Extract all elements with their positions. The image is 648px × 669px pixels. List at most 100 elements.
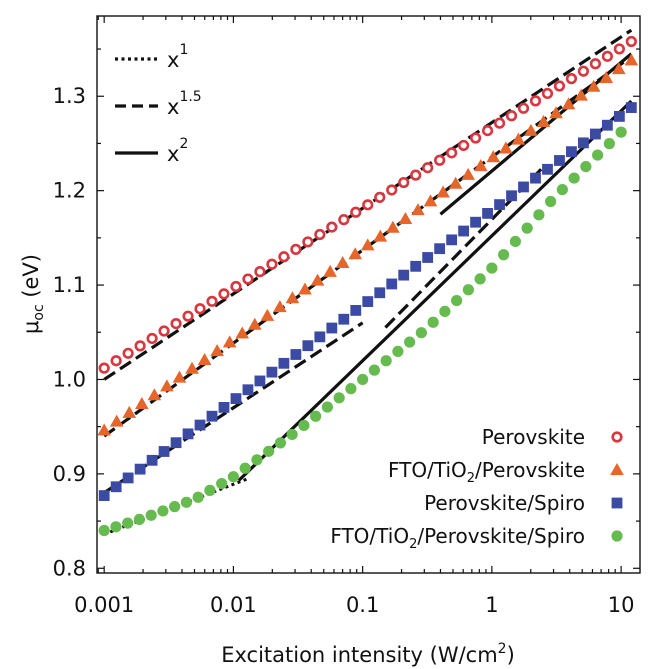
series-1-point <box>210 344 224 357</box>
y-axis-title: μoc (eV) <box>19 254 47 334</box>
series-0-point <box>553 80 566 92</box>
series-3-point <box>216 477 228 490</box>
series-0-point <box>410 169 422 181</box>
series-2-point <box>98 490 110 501</box>
series-3-point <box>263 445 275 457</box>
series-1-point <box>586 79 601 92</box>
series-3-point <box>415 327 427 339</box>
y-tick-label: 1.0 <box>53 367 86 391</box>
series-0-point <box>458 139 470 152</box>
series-2-point <box>410 260 422 272</box>
series-3-point <box>204 484 216 496</box>
chart-frame <box>96 15 641 574</box>
x-tick-label: 10 <box>608 593 635 617</box>
series-legend-label: FTO/TiO2/Perovskite/Spiro <box>330 524 585 552</box>
series-1-point <box>448 176 463 189</box>
series-0-point <box>362 199 374 211</box>
series-3-point <box>368 364 380 376</box>
series-0-point <box>493 117 506 129</box>
series-3-point <box>603 138 615 150</box>
series-1-point <box>373 229 388 242</box>
series-1-point <box>611 62 626 75</box>
series-2-point <box>218 402 230 413</box>
series-2-point <box>613 110 625 122</box>
series-2-point <box>542 163 553 175</box>
series-2-point <box>386 278 398 290</box>
series-2-point <box>398 269 410 281</box>
series-1-point <box>222 335 237 348</box>
series-0-point <box>218 288 230 300</box>
series-1-point <box>273 300 287 313</box>
series-3-point <box>357 373 369 386</box>
series-legend-label: FTO/TiO2/Perovskite <box>388 458 585 486</box>
series-1-point <box>160 379 174 392</box>
series-legend-marker <box>611 497 623 509</box>
series-2-point <box>446 234 458 246</box>
series-2-point <box>578 137 589 149</box>
data-points <box>97 35 639 537</box>
series-0-point <box>338 214 350 226</box>
series-0-point <box>589 58 602 70</box>
series-1-point <box>511 132 526 145</box>
series-1-point <box>561 97 576 110</box>
series-2-point <box>290 349 302 360</box>
series-0-point <box>398 176 410 189</box>
series-1-point <box>235 326 250 339</box>
series-legend-label: Perovskite <box>482 425 585 449</box>
fit-legend-label: x2 <box>167 136 188 166</box>
series-2-point <box>254 375 266 387</box>
series-3-point <box>122 517 134 529</box>
series-3-point <box>427 316 439 328</box>
series-3-point <box>486 262 498 274</box>
series-3-point <box>239 462 251 474</box>
series-1-point <box>97 423 111 436</box>
series-1-point <box>574 88 588 101</box>
series-3-point <box>227 471 240 483</box>
x-axis-title: Excitation intensity (W/cm2) <box>221 641 515 667</box>
series-0-point <box>434 154 446 166</box>
series-0-point <box>242 273 254 285</box>
series-1-point <box>486 150 501 163</box>
x-tick-label: 1 <box>485 593 498 617</box>
series-1-point <box>172 370 187 383</box>
series-0-point <box>481 124 494 137</box>
series-2-point <box>362 296 374 307</box>
series-1-point <box>348 247 363 260</box>
series-1-point <box>549 106 563 119</box>
series-3-point <box>392 345 404 358</box>
fit-line-solid <box>237 99 633 482</box>
legend: x1 x1.5 x2 Perovskite FTO/TiO2/Perovskite Per… <box>115 42 624 552</box>
series-3-point <box>145 509 157 521</box>
series-0-point <box>122 347 134 359</box>
series-3-point <box>333 392 345 404</box>
series-1-point <box>310 273 325 286</box>
fit-line-dashed <box>103 321 364 495</box>
series-2-point <box>314 331 326 343</box>
series-0-point <box>206 295 218 307</box>
series-0-point <box>386 184 398 196</box>
series-2-point <box>110 481 122 493</box>
series-0-point <box>517 102 530 114</box>
series-1-point <box>624 53 639 66</box>
series-2-point <box>230 393 242 404</box>
series-1-point <box>499 141 513 154</box>
series-0-point <box>469 132 482 144</box>
fit-legend-label: x1.5 <box>167 89 202 119</box>
series-legend-label: Perovskite/Spiro <box>424 491 585 515</box>
series-0-point <box>613 43 625 55</box>
series-1-point <box>135 397 149 410</box>
series-0-point <box>194 303 206 315</box>
series-0-point <box>505 110 518 122</box>
series-3-point <box>192 491 204 503</box>
series-3-point <box>345 383 357 395</box>
series-3-point <box>592 149 604 161</box>
series-3-point <box>451 294 463 307</box>
series-0-point <box>290 243 302 255</box>
series-3-point <box>110 521 122 533</box>
fit-legend-label: x1 <box>167 42 188 72</box>
series-1-point <box>360 238 375 251</box>
series-2-point <box>625 102 637 113</box>
series-1-point <box>411 203 425 216</box>
series-2-point <box>122 472 134 484</box>
